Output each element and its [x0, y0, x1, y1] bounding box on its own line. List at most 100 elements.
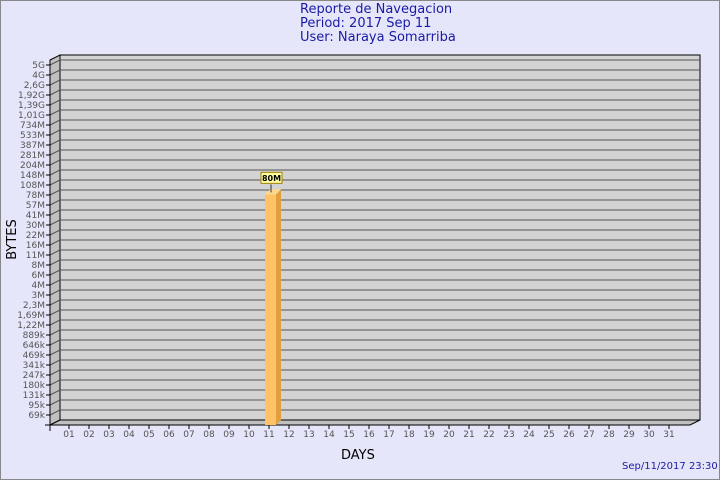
- gridline-wall: [49, 299, 61, 306]
- gridline-wall: [49, 69, 61, 76]
- y-tick-label: 341k: [23, 361, 46, 371]
- gridline-wall: [49, 59, 61, 66]
- gridline-wall: [49, 359, 61, 366]
- gridline-wall: [49, 119, 61, 126]
- y-tick-label: 4M: [32, 281, 46, 291]
- bar-day-11: [265, 194, 276, 425]
- y-tick-label: 3M: [32, 291, 46, 301]
- gridline-wall: [49, 79, 61, 86]
- y-tick-label: 2,3M: [23, 301, 45, 311]
- y-tick-label: 387M: [20, 141, 45, 151]
- y-tick-label: 148M: [20, 171, 45, 181]
- y-tick-label: 5G: [32, 61, 45, 71]
- gridline-wall: [49, 149, 61, 156]
- bar-side-day-11: [276, 189, 281, 425]
- x-tick-label: 08: [203, 430, 215, 440]
- gridline-wall: [49, 379, 61, 386]
- x-axis-label: DAYS: [341, 448, 375, 463]
- x-tick-label: 17: [383, 430, 394, 440]
- x-tick-label: 21: [463, 430, 474, 440]
- y-axis-label: BYTES: [4, 219, 20, 260]
- y-tick-label: 1,39G: [18, 101, 45, 111]
- x-tick-label: 09: [223, 430, 235, 440]
- gridline-wall: [49, 179, 61, 186]
- x-tick-label: 14: [323, 430, 335, 440]
- x-tick-label: 22: [483, 430, 494, 440]
- x-tick-label: 01: [63, 430, 74, 440]
- gridline-wall: [49, 259, 61, 266]
- y-tick-label: 11M: [26, 251, 45, 261]
- x-tick-label: 19: [423, 430, 435, 440]
- x-tick-label: 24: [523, 430, 535, 440]
- gridline-wall: [49, 169, 61, 176]
- x-tick-label: 29: [623, 430, 635, 440]
- x-tick-label: 25: [543, 430, 554, 440]
- y-tick-label: 6M: [32, 271, 46, 281]
- timestamp: Sep/11/2017 23:30: [622, 461, 718, 472]
- y-tick-label: 4G: [32, 71, 45, 81]
- y-tick-label: 533M: [20, 131, 45, 141]
- x-tick-label: 15: [343, 430, 354, 440]
- gridline-wall: [49, 139, 61, 146]
- x-tick-label: 26: [563, 430, 575, 440]
- gridline-wall: [49, 99, 61, 106]
- y-tick-label: 247k: [23, 371, 46, 381]
- y-tick-label: 22M: [26, 231, 45, 241]
- gridline-wall: [49, 199, 61, 206]
- x-tick-label: 12: [283, 430, 294, 440]
- y-tick-label: 180k: [23, 381, 46, 391]
- gridline-wall: [49, 239, 61, 246]
- data-label-box: [260, 171, 283, 184]
- y-tick-label: 69k: [28, 411, 45, 421]
- x-tick-label: 03: [103, 430, 114, 440]
- x-tick-label: 30: [643, 430, 655, 440]
- x-tick-label: 04: [123, 430, 135, 440]
- gridline-wall: [49, 349, 61, 356]
- y-tick-label: 131k: [23, 391, 46, 401]
- x-tick-label: 31: [663, 430, 674, 440]
- gridline-wall: [49, 329, 61, 336]
- gridline-wall: [49, 109, 61, 116]
- x-tick-label: 05: [143, 430, 154, 440]
- gridline-wall: [49, 89, 61, 96]
- gridline-wall: [49, 159, 61, 166]
- chart-period: Period: 2017 Sep 11: [300, 16, 432, 31]
- gridline-wall: [49, 229, 61, 236]
- gridline-wall: [49, 369, 61, 376]
- gridline-wall: [49, 289, 61, 296]
- gridline-wall: [49, 399, 61, 406]
- gridline-wall: [49, 319, 61, 326]
- chart-title-block: Reporte de Navegacion Period: 2017 Sep 1…: [300, 3, 456, 45]
- x-tick-label: 06: [163, 430, 175, 440]
- y-tick-label: 41M: [26, 211, 45, 221]
- y-tick-label: 30M: [26, 221, 45, 231]
- data-label: 80M: [262, 174, 281, 183]
- gridline-wall: [49, 339, 61, 346]
- gridline-wall: [49, 309, 61, 316]
- y-tick-label: 2,6G: [24, 81, 45, 91]
- y-tick-label: 281M: [20, 151, 45, 161]
- gridline-wall: [49, 409, 61, 416]
- y-tick-label: 57M: [26, 201, 45, 211]
- gridline-wall: [49, 209, 61, 216]
- x-tick-label: 27: [583, 430, 594, 440]
- y-tick-label: 469k: [23, 351, 46, 361]
- x-tick-label: 16: [363, 430, 375, 440]
- x-tick-label: 10: [243, 430, 255, 440]
- x-tick-label: 02: [83, 430, 94, 440]
- y-tick-label: 78M: [26, 191, 45, 201]
- y-tick-label: 95k: [28, 401, 45, 411]
- gridline-wall: [49, 129, 61, 136]
- gridline-wall: [49, 269, 61, 276]
- plot-back: [59, 54, 701, 421]
- y-tick-label: 1,69M: [17, 311, 45, 321]
- y-tick-label: 1,22M: [17, 321, 45, 331]
- x-tick-label: 23: [503, 430, 514, 440]
- x-tick-label: 11: [263, 430, 274, 440]
- gridline-wall: [49, 249, 61, 256]
- x-tick-label: 20: [443, 430, 455, 440]
- chart-title: Reporte de Navegacion: [300, 2, 453, 17]
- y-tick-label: 16M: [26, 241, 45, 251]
- y-tick-label: 889k: [23, 331, 46, 341]
